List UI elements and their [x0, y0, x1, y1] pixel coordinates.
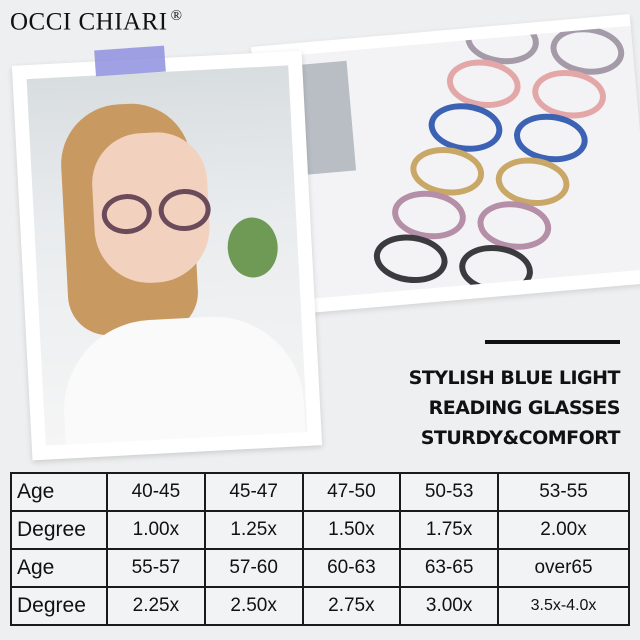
plant-image: [226, 216, 280, 279]
row-label: Degree: [10, 510, 108, 550]
lens-rim: [371, 230, 451, 288]
row-label: Age: [10, 472, 108, 512]
table-cell: 47-50: [301, 472, 402, 512]
table-cell: 60-63: [301, 548, 402, 588]
table-cell: 50-53: [399, 472, 499, 512]
table-cell: 1.75x: [399, 510, 499, 550]
table-row: Degree 1.00x 1.25x 1.50x 1.75x 2.00x: [10, 510, 630, 550]
model-photo: [11, 50, 323, 461]
table-cell: 63-65: [399, 548, 499, 588]
table-cell: 1.00x: [106, 510, 206, 550]
row-label: Degree: [10, 586, 108, 626]
registered-mark: ®: [170, 8, 183, 24]
headline: STYLISH BLUE LIGHT READING GLASSES STURD…: [408, 363, 621, 453]
strength-chart-table: Age 40-45 45-47 47-50 50-53 53-55 Degree 1.00x 1…: [10, 472, 630, 626]
table-cell: 55-57: [106, 548, 206, 588]
table-cell: 40-45: [106, 472, 206, 512]
headline-rule: [485, 340, 620, 344]
row-label: Age: [10, 548, 108, 588]
table-cell: 1.50x: [301, 510, 402, 550]
table-row: Degree 2.25x 2.50x 2.75x 3.00x 3.5x-4.0x: [10, 586, 630, 626]
table-cell: 3.00x: [399, 586, 499, 626]
table-cell: 45-47: [203, 472, 304, 512]
table-cell: 2.25x: [106, 586, 206, 626]
table-cell: 1.25x: [203, 510, 304, 550]
lens-rim: [456, 240, 536, 298]
headline-line-3: STURDY&COMFORT: [420, 427, 621, 449]
tape-decoration: [94, 45, 166, 77]
brand-logo: OCCI CHIARI ®: [10, 8, 183, 36]
table-cell: 2.00x: [497, 510, 630, 550]
table-row: Age 55-57 57-60 60-63 63-65 over65: [10, 548, 630, 588]
table-row: Age 40-45 45-47 47-50 50-53 53-55: [10, 472, 630, 512]
table-cell: 2.75x: [301, 586, 402, 626]
table-cell: over65: [497, 548, 630, 588]
table-cell: 57-60: [203, 548, 304, 588]
table-cell: 53-55: [497, 472, 630, 512]
brand-name: OCCI CHIARI: [10, 8, 168, 36]
table-cell: 2.50x: [203, 586, 304, 626]
headline-line-2: READING GLASSES: [428, 397, 621, 419]
table-cell: 3.5x-4.0x: [497, 586, 630, 626]
headline-line-1: STYLISH BLUE LIGHT: [408, 367, 621, 389]
